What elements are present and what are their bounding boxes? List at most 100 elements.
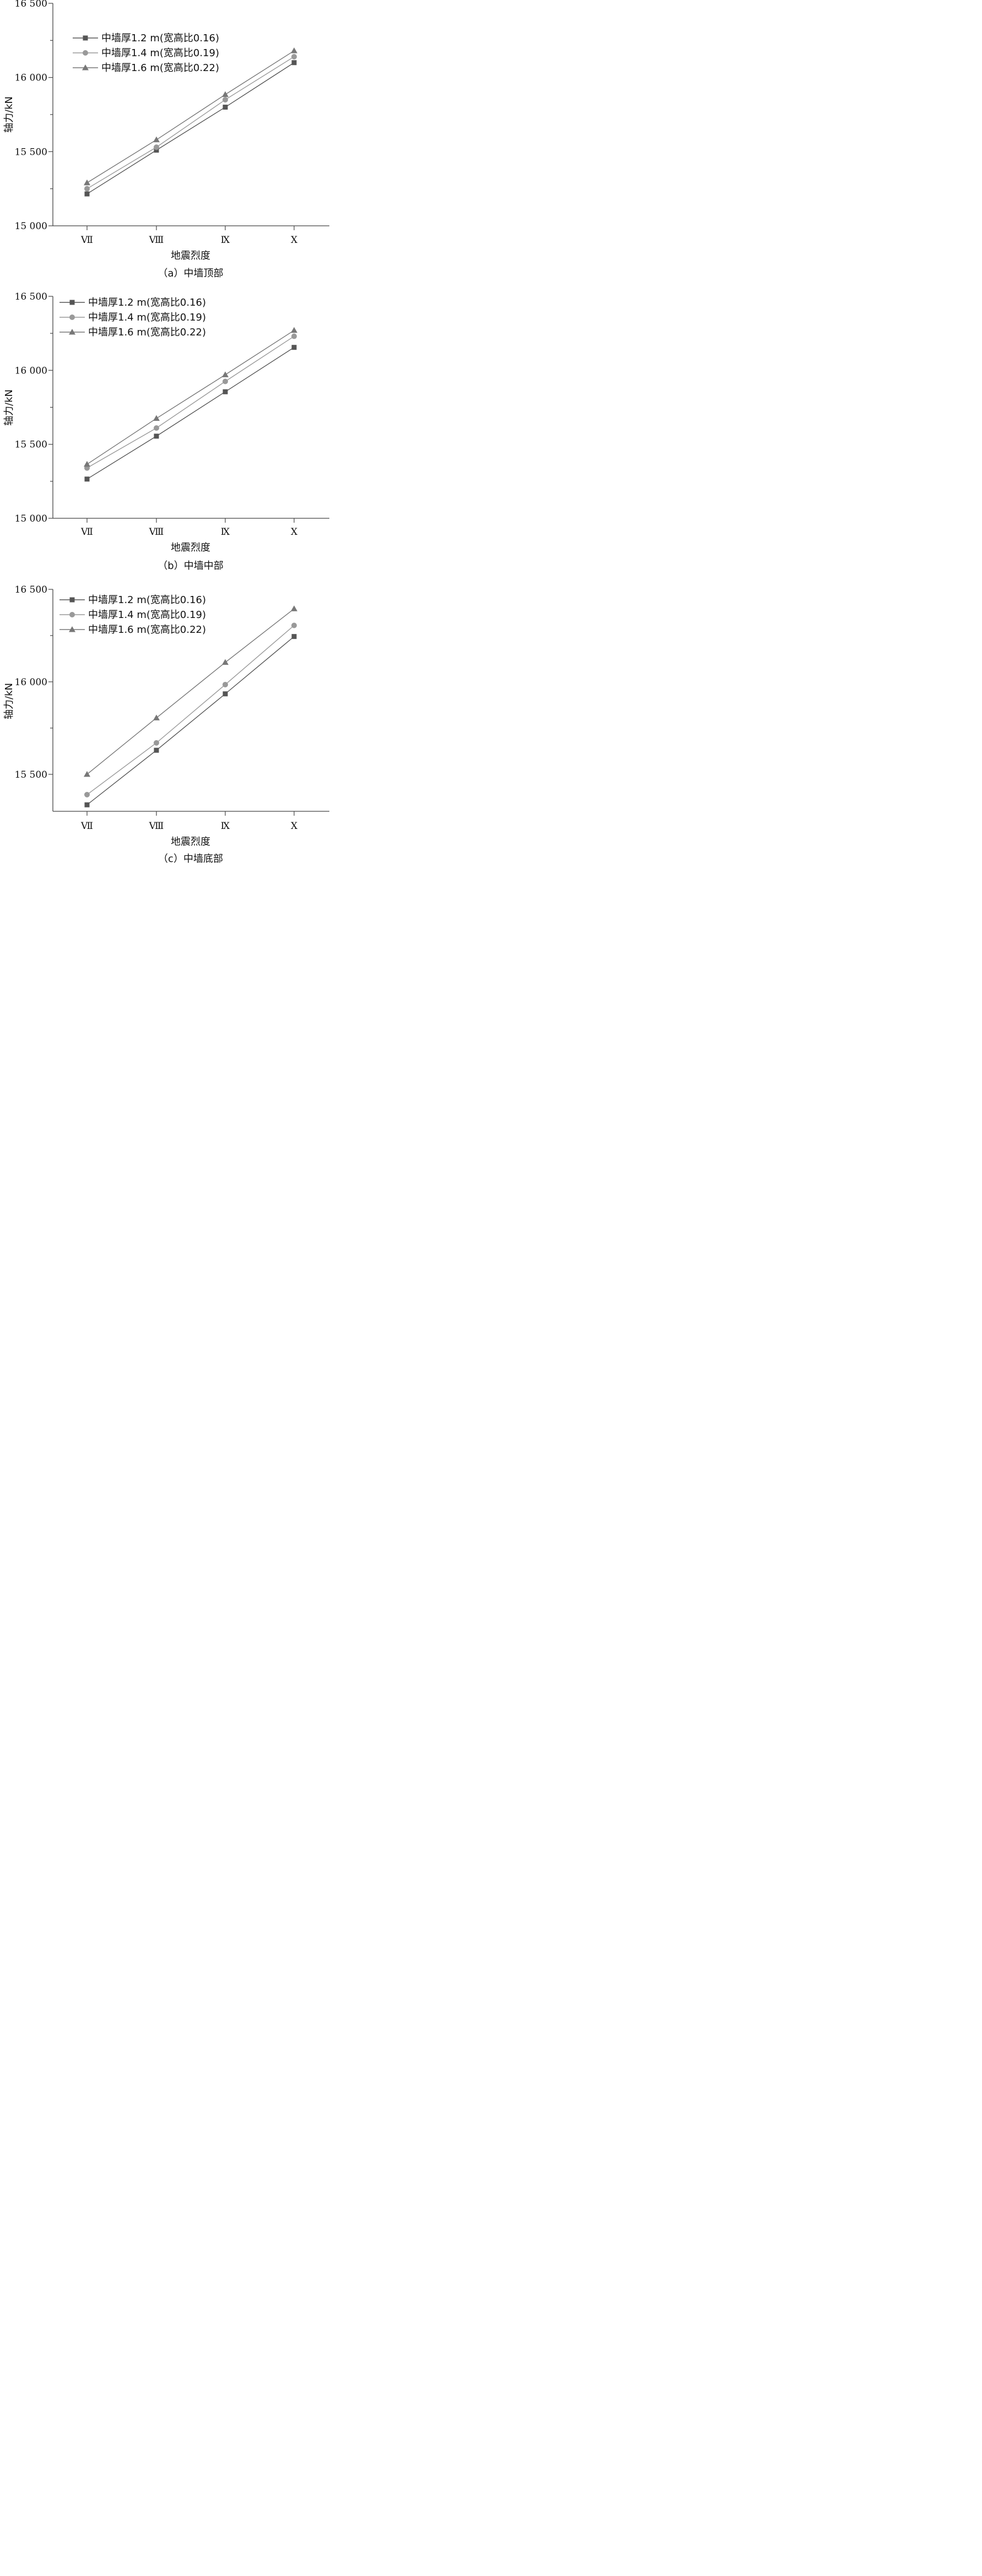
legend-marker [83, 50, 88, 56]
data-point-series-1 [84, 802, 90, 807]
chart-panel-3: 15 500 16 000 16 500 Ⅶ Ⅷ Ⅸ Ⅹ 地震烈度 轴力/kN （c）中墙底部 中墙… [3, 584, 329, 864]
data-point-series-1 [154, 747, 159, 753]
series-line-2 [86, 625, 295, 795]
y-axis-title: 轴力/kN [3, 683, 15, 719]
y-tick-label: 16 500 [15, 0, 47, 9]
x-tick-label: Ⅶ [80, 821, 93, 832]
x-tick-label: Ⅹ [291, 527, 298, 538]
legend-marker [82, 64, 89, 70]
x-tick-label: Ⅷ [149, 821, 164, 832]
legend: 中墙厚1.2 m(宽高比0.16) 中墙厚1.4 m(宽高比0.19) 中墙厚1.6… [73, 32, 219, 74]
data-point-series-3 [291, 327, 297, 333]
y-tick-label: 16 000 [15, 677, 47, 688]
data-point-series-1 [291, 60, 297, 66]
legend-marker [69, 597, 75, 603]
y-tick-label: 15 500 [15, 769, 47, 780]
y-axis-title: 轴力/kN [3, 96, 15, 133]
data-point-series-2 [154, 425, 159, 431]
data-point-series-3 [222, 371, 229, 377]
y-tick-label: 16 500 [15, 584, 47, 595]
y-axis-title: 轴力/kN [3, 389, 15, 426]
legend-marker [69, 314, 75, 320]
chart-caption: （c）中墙底部 [158, 853, 223, 864]
data-point-series-1 [84, 476, 90, 482]
legend-marker [69, 612, 75, 617]
chart-caption: （b）中墙中部 [158, 560, 223, 572]
data-point-series-2 [84, 791, 90, 798]
y-tick-label: 16 000 [15, 73, 47, 84]
data-point-series-1 [223, 105, 228, 110]
data-point-series-1 [223, 389, 228, 394]
y-tick-label: 15 000 [15, 513, 47, 524]
y-tick-label: 15 500 [15, 440, 47, 451]
series-line-3 [86, 50, 295, 183]
series-line-2 [86, 56, 295, 189]
x-tick-label: Ⅶ [80, 527, 93, 538]
data-point-series-2 [154, 740, 159, 746]
legend: 中墙厚1.2 m(宽高比0.16) 中墙厚1.4 m(宽高比0.19) 中墙厚1.6… [59, 297, 206, 338]
legend-label: 中墙厚1.4 m(宽高比0.19) [88, 609, 206, 621]
data-point-series-3 [153, 415, 160, 421]
legend-label: 中墙厚1.6 m(宽高比0.22) [101, 62, 219, 74]
series-line-1 [86, 347, 295, 480]
data-point-series-1 [154, 433, 159, 439]
x-tick-label: Ⅷ [149, 235, 164, 246]
x-tick-label: Ⅹ [291, 821, 298, 832]
data-point-series-3 [153, 136, 160, 143]
data-point-series-1 [223, 691, 228, 697]
data-point-series-1 [291, 634, 297, 639]
data-point-series-2 [84, 186, 90, 192]
data-point-series-3 [291, 605, 297, 611]
series-line-1 [86, 636, 295, 805]
legend-label: 中墙厚1.2 m(宽高比0.16) [88, 297, 206, 308]
y-tick-label: 15 000 [15, 221, 47, 232]
x-axis-title: 地震烈度 [171, 836, 210, 848]
x-tick-label: Ⅸ [221, 527, 230, 538]
data-point-series-1 [84, 191, 90, 197]
y-tick-label: 16 000 [15, 365, 47, 376]
chart-panel-1: 15 000 15 500 16 000 16 500 Ⅶ Ⅷ Ⅸ Ⅹ 地震烈度 轴力/kN （a）… [3, 0, 329, 279]
series-line-3 [86, 330, 295, 465]
data-point-series-2 [291, 622, 297, 628]
series-line-2 [86, 335, 295, 469]
chart-panel-2: 15 000 15 500 16 000 16 500 Ⅶ Ⅷ Ⅸ Ⅹ 地震烈度 轴力/kN （b）… [3, 291, 329, 572]
x-axis-title: 地震烈度 [171, 250, 210, 262]
x-axis-title: 地震烈度 [171, 542, 210, 554]
legend-marker [69, 626, 75, 632]
data-point-series-1 [154, 148, 159, 153]
data-point-series-2 [223, 681, 228, 687]
legend-label: 中墙厚1.4 m(宽高比0.19) [101, 47, 219, 59]
data-point-series-2 [223, 378, 228, 384]
legend-label: 中墙厚1.4 m(宽高比0.19) [88, 312, 206, 323]
y-tick-label: 16 500 [15, 291, 47, 302]
data-point-series-2 [154, 144, 159, 150]
legend-marker [69, 329, 75, 335]
legend-label: 中墙厚1.6 m(宽高比0.22) [88, 624, 206, 636]
data-point-series-2 [291, 333, 297, 339]
data-point-series-3 [84, 179, 90, 186]
legend-marker [83, 35, 88, 41]
series-line-3 [86, 608, 295, 775]
data-point-series-3 [222, 91, 229, 97]
legend-label: 中墙厚1.2 m(宽高比0.16) [101, 32, 219, 44]
data-point-series-3 [84, 460, 90, 467]
data-point-series-1 [291, 345, 297, 350]
legend-label: 中墙厚1.6 m(宽高比0.22) [88, 327, 206, 338]
legend: 中墙厚1.2 m(宽高比0.16) 中墙厚1.4 m(宽高比0.19) 中墙厚1.6… [59, 594, 206, 636]
legend-marker [69, 300, 75, 305]
x-tick-label: Ⅷ [149, 527, 164, 538]
data-point-series-2 [223, 97, 228, 103]
legend-label: 中墙厚1.2 m(宽高比0.16) [88, 594, 206, 606]
chart-caption: （a）中墙顶部 [158, 268, 223, 279]
data-point-series-2 [291, 53, 297, 59]
data-point-series-3 [291, 47, 297, 53]
x-tick-label: Ⅸ [221, 235, 230, 246]
series-line-1 [86, 62, 295, 194]
y-tick-label: 15 500 [15, 147, 47, 158]
x-tick-label: Ⅶ [80, 235, 93, 246]
data-point-series-3 [222, 659, 229, 665]
x-tick-label: Ⅹ [291, 235, 298, 246]
x-tick-label: Ⅸ [221, 821, 230, 832]
data-point-series-3 [153, 714, 160, 720]
